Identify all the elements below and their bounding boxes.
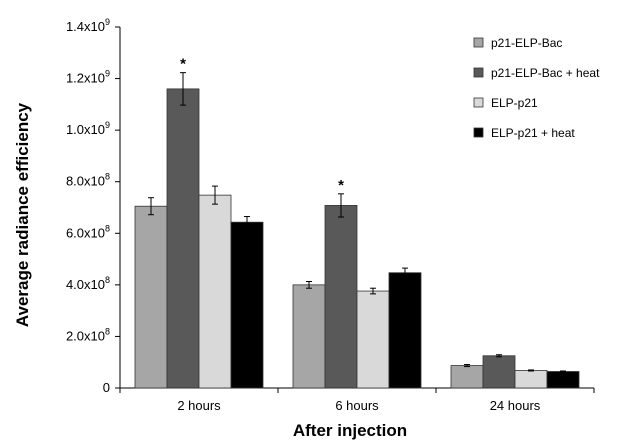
x-axis: 2 hours 6 hours 24 hours (119, 387, 595, 413)
bar (388, 272, 422, 389)
bar (482, 355, 516, 389)
legend-swatch (473, 67, 484, 78)
x-category-label: 2 hours (177, 398, 221, 413)
y-tick-label: 1.2x109 (66, 69, 110, 86)
y-axis: 0 2.0x108 4.0x108 6.0x108 8.0x108 1.0x109 1.2x… (66, 17, 121, 395)
bar (198, 194, 232, 389)
y-tick-label: 1.4x109 (66, 17, 110, 34)
bar (166, 88, 200, 389)
legend: p21-ELP-Bac p21-ELP-Bac + heat ELP-p21 ELP-… (473, 36, 600, 140)
y-tick-label: 1.0x109 (66, 120, 110, 137)
legend-swatch (473, 37, 484, 48)
bar (514, 370, 548, 389)
legend-swatch (473, 127, 484, 138)
y-tick-label: 2.0x108 (66, 326, 110, 343)
legend-label: p21-ELP-Bac (491, 36, 562, 50)
legend-label: ELP-p21 + heat (491, 126, 575, 140)
bar (292, 284, 326, 389)
y-tick-label: 6.0x108 (66, 223, 110, 240)
x-category-label: 6 hours (335, 398, 379, 413)
bar (134, 205, 168, 389)
legend-swatch (473, 97, 484, 108)
y-axis-title: Average radiance efficiency (13, 102, 32, 327)
x-axis-title: After injection (293, 421, 407, 440)
bar (546, 371, 580, 389)
y-tick-label: 8.0x108 (66, 172, 110, 189)
bars (134, 72, 580, 389)
bar (450, 365, 484, 389)
bar (356, 290, 390, 389)
bar (230, 221, 264, 389)
y-tick-label: 0 (103, 380, 110, 395)
bar (324, 205, 358, 389)
annotations: ** (180, 56, 344, 194)
y-tick-label: 4.0x108 (66, 275, 110, 292)
legend-label: p21-ELP-Bac + heat (491, 66, 600, 80)
significance-marker: * (180, 56, 186, 73)
x-category-label: 24 hours (490, 398, 541, 413)
significance-marker: * (338, 177, 344, 194)
legend-label: ELP-p21 (491, 96, 538, 110)
